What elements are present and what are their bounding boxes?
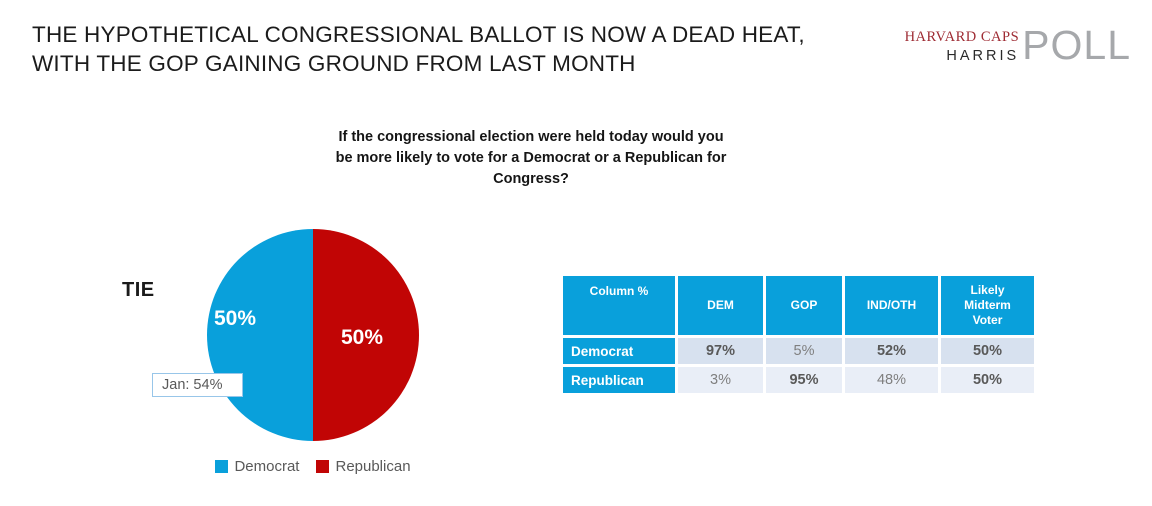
- table-header-dem: DEM: [678, 276, 763, 335]
- legend-label-republican: Republican: [335, 458, 411, 475]
- pie-label-democrat: 50%: [213, 307, 257, 330]
- table-cell-republican-gop: 95%: [766, 367, 842, 393]
- table-cell-republican-likely: 50%: [941, 367, 1034, 393]
- slide-title: THE HYPOTHETICAL CONGRESSIONAL BALLOT IS…: [32, 20, 912, 78]
- table-header-gop: GOP: [766, 276, 842, 335]
- table-cell-republican-ind-oth: 48%: [845, 367, 938, 393]
- table-rowlabel-democrat: Democrat: [563, 338, 675, 364]
- logo-poll: POLL: [1022, 22, 1131, 68]
- slide-title-line2: WITH THE GOP GAINING GROUND FROM LAST MO…: [32, 51, 636, 76]
- table-header-likely-midterm-voter: Likely Midterm Voter: [941, 276, 1034, 335]
- legend-item-republican: Republican: [316, 458, 411, 475]
- table-cell-democrat-ind-oth: 52%: [845, 338, 938, 364]
- republican-swatch-icon: [316, 460, 330, 473]
- table-header-column-pct: Column %: [563, 276, 675, 335]
- table-header-ind-oth: IND/OTH: [845, 276, 938, 335]
- crosstab-table: Column % DEM GOP IND/OTH Likely Midterm …: [563, 276, 1034, 393]
- harvard-harris-poll-logo: HARVARD CAPS HARRIS POLL: [905, 22, 1131, 68]
- slide-title-line1: THE HYPOTHETICAL CONGRESSIONAL BALLOT IS…: [32, 22, 805, 47]
- table-cell-democrat-dem: 97%: [678, 338, 763, 364]
- pie-chart: [207, 229, 419, 441]
- democrat-swatch-icon: [215, 460, 229, 473]
- logo-harvard-caps: HARVARD CAPS: [904, 29, 1020, 45]
- legend-label-democrat: Democrat: [234, 458, 300, 475]
- table-cell-democrat-gop: 5%: [766, 338, 842, 364]
- legend-item-democrat: Democrat: [215, 458, 299, 475]
- poll-question: If the congressional election were held …: [335, 129, 727, 187]
- table-cell-democrat-likely: 50%: [941, 338, 1034, 364]
- table-cell-republican-dem: 3%: [678, 367, 763, 393]
- pie-legend: Democrat Republican: [197, 458, 429, 475]
- logo-wordmark: HARVARD CAPS HARRIS: [905, 26, 1020, 64]
- tie-annotation: TIE: [122, 279, 155, 301]
- jan-callout: Jan: 54%: [152, 373, 243, 397]
- logo-harris: HARRIS: [946, 48, 1020, 64]
- pie-label-republican: 50%: [340, 326, 384, 349]
- table-rowlabel-republican: Republican: [563, 367, 675, 393]
